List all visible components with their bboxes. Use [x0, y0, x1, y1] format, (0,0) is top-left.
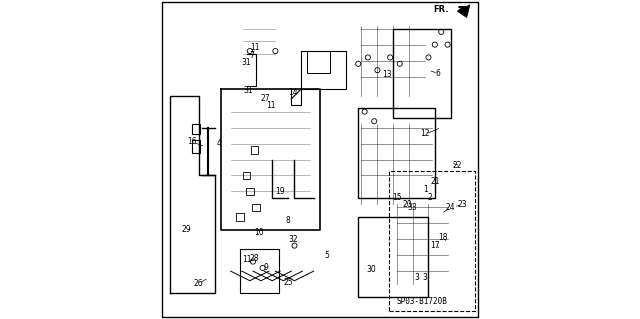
Polygon shape: [457, 5, 470, 18]
Text: 8: 8: [285, 216, 291, 225]
Text: 26: 26: [194, 279, 204, 288]
Text: 30: 30: [366, 265, 376, 274]
Bar: [358, 217, 428, 297]
Text: 20: 20: [403, 200, 413, 209]
Bar: [252, 204, 260, 211]
Text: 12: 12: [420, 130, 430, 138]
Text: FR.: FR.: [434, 5, 449, 14]
Bar: [240, 249, 278, 293]
Bar: [301, 51, 346, 89]
Text: 9: 9: [263, 263, 268, 272]
Text: 19: 19: [275, 187, 285, 196]
Text: 6: 6: [436, 69, 440, 78]
Text: 24: 24: [446, 203, 456, 212]
Text: 31: 31: [242, 58, 252, 67]
Text: 28: 28: [250, 254, 259, 263]
Bar: [193, 140, 200, 153]
Bar: [243, 172, 250, 179]
Text: 11: 11: [266, 101, 275, 110]
Text: 14: 14: [288, 88, 298, 97]
Text: SP03-B1720B: SP03-B1720B: [397, 297, 447, 306]
Bar: [358, 108, 435, 198]
Bar: [193, 124, 200, 134]
Bar: [236, 213, 244, 221]
Text: 17: 17: [430, 241, 440, 250]
Text: 1: 1: [423, 185, 428, 194]
Text: 11: 11: [250, 43, 259, 52]
Text: 16: 16: [188, 137, 197, 146]
Text: 23: 23: [457, 200, 467, 209]
Bar: [251, 146, 259, 154]
Bar: [388, 171, 475, 311]
Text: 22: 22: [452, 161, 462, 170]
Text: 21: 21: [430, 177, 440, 186]
Text: 25: 25: [284, 278, 293, 287]
Text: 4: 4: [217, 139, 222, 148]
Bar: [307, 51, 330, 73]
Text: 7: 7: [249, 51, 254, 60]
Text: 27: 27: [261, 94, 271, 103]
Bar: [246, 188, 253, 195]
Text: 2: 2: [427, 193, 432, 202]
Text: 15: 15: [392, 193, 401, 202]
Text: 31: 31: [243, 86, 253, 95]
Text: 10: 10: [255, 228, 264, 237]
Text: 3: 3: [423, 273, 428, 282]
Text: 18: 18: [438, 233, 447, 242]
Text: 32: 32: [288, 235, 298, 244]
Text: 5: 5: [324, 251, 329, 260]
Text: 29: 29: [181, 225, 191, 234]
Text: 3: 3: [415, 273, 420, 282]
Text: 33: 33: [408, 203, 417, 212]
Text: 11: 11: [242, 256, 252, 264]
Bar: [394, 29, 451, 118]
Text: 13: 13: [382, 70, 392, 79]
